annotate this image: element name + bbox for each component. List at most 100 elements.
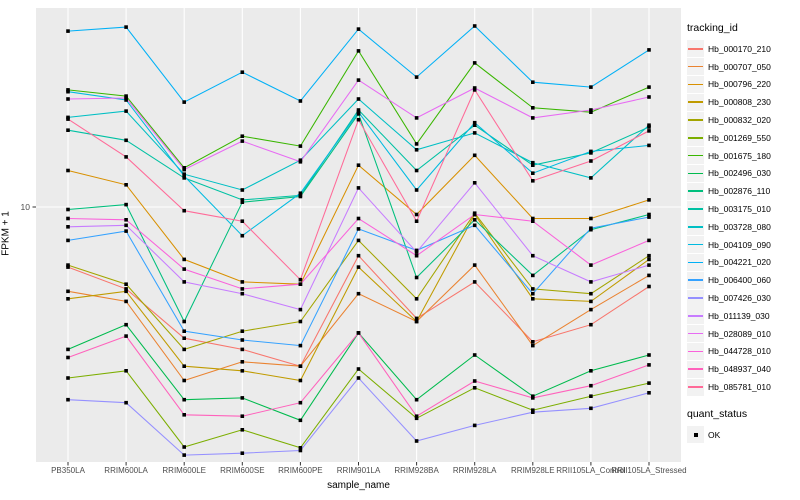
- data-point: [298, 446, 303, 450]
- data-point: [472, 24, 477, 28]
- data-point: [472, 181, 477, 185]
- data-point: [356, 163, 361, 167]
- data-point: [298, 99, 303, 103]
- data-point: [124, 223, 128, 228]
- data-point: [414, 275, 419, 280]
- data-point: [240, 338, 245, 342]
- data-point: [124, 96, 128, 100]
- data-point: [182, 267, 186, 271]
- data-point: [182, 445, 186, 449]
- x-tick-label: RRII105LA_Control: [556, 466, 626, 475]
- legend-line-swatch: [688, 101, 703, 103]
- data-point: [182, 413, 186, 417]
- data-point: [182, 329, 186, 333]
- data-point: [414, 219, 419, 223]
- data-point: [356, 253, 361, 258]
- data-point: [240, 347, 245, 352]
- legend-item-label: Hb_000707_050: [708, 61, 771, 72]
- x-axis-labels: PB350LA RRIM600LA RRIM600LE RRIM600SE RRIM60…: [0, 466, 800, 480]
- data-point: [182, 378, 186, 383]
- data-point: [298, 282, 303, 286]
- x-axis-title: sample_name: [327, 480, 390, 491]
- data-point: [356, 265, 361, 269]
- data-point: [414, 397, 419, 402]
- data-point: [66, 117, 70, 121]
- data-point: [472, 379, 477, 383]
- legend-item-label: Hb_048937_040: [708, 364, 771, 375]
- legend: tracking_id Hb_000170_210 Hb_000707_050 Hb…: [687, 22, 799, 444]
- data-point: [124, 229, 128, 233]
- legend-item: Hb_001269_550: [687, 129, 799, 147]
- data-point: [124, 183, 128, 187]
- legend-line-swatch: [688, 314, 703, 317]
- data-point: [531, 216, 535, 221]
- data-point: [182, 167, 186, 172]
- data-point: [124, 94, 128, 98]
- data-point: [472, 123, 477, 127]
- legend-line-swatch: [688, 65, 703, 68]
- data-point: [240, 396, 245, 400]
- data-point: [531, 408, 535, 412]
- data-point: [298, 144, 303, 148]
- data-point: [647, 95, 651, 99]
- data-point: [66, 128, 70, 132]
- legend-title-quant-status: quant_status: [687, 407, 748, 420]
- data-point: [124, 138, 128, 143]
- legend-line-swatch: [688, 368, 703, 370]
- legend-item: Hb_000170_210: [687, 40, 799, 58]
- data-point: [647, 129, 651, 133]
- data-point: [531, 171, 535, 175]
- data-point: [414, 188, 419, 192]
- data-point: [298, 343, 303, 348]
- x-tick-label: RRIM600SE: [220, 466, 265, 475]
- x-tick-label: RRIM928BA: [394, 466, 439, 475]
- data-point: [531, 343, 535, 348]
- legend-key: [687, 271, 704, 289]
- data-point: [472, 86, 477, 90]
- data-point: [472, 153, 477, 158]
- data-point: [589, 149, 593, 154]
- data-point: [240, 428, 245, 432]
- data-point: [66, 216, 70, 221]
- data-point: [124, 25, 128, 29]
- data-point: [647, 253, 651, 258]
- data-point: [414, 414, 419, 418]
- data-point: [531, 287, 535, 291]
- data-point: [124, 109, 128, 113]
- legend-key: [687, 164, 704, 182]
- legend-item: Hb_003728_080: [687, 218, 799, 236]
- data-point: [472, 120, 477, 125]
- data-point: [356, 331, 361, 335]
- legend-key: [687, 182, 704, 200]
- data-point: [414, 316, 419, 321]
- data-point: [414, 250, 419, 254]
- data-point: [298, 418, 303, 423]
- data-point: [124, 155, 128, 159]
- data-point: [647, 198, 651, 202]
- data-point: [647, 263, 651, 267]
- data-point: [589, 176, 593, 180]
- data-point: [182, 453, 186, 457]
- data-point: [240, 360, 245, 364]
- data-point: [589, 263, 593, 267]
- data-point: [66, 89, 70, 94]
- data-point: [356, 227, 361, 231]
- legend-item-label: Hb_000832_020: [708, 115, 771, 126]
- legend-item-label: Hb_002876_110: [708, 186, 771, 197]
- legend-key: [687, 325, 704, 343]
- data-point: [647, 381, 651, 385]
- legend-line-swatch: [688, 332, 703, 335]
- legend-line-swatch: [688, 154, 703, 157]
- data-point: [66, 97, 70, 101]
- x-tick-label: RRIM928LE: [511, 466, 555, 475]
- data-point: [298, 400, 303, 405]
- data-point: [356, 108, 361, 112]
- legend-item-label: OK: [708, 429, 721, 440]
- data-point: [182, 319, 186, 324]
- data-point: [647, 353, 651, 357]
- data-point: [356, 376, 361, 380]
- legend-item-label: Hb_003175_010: [708, 204, 771, 215]
- data-point: [589, 280, 593, 284]
- data-point: [66, 263, 70, 267]
- data-point: [647, 284, 651, 289]
